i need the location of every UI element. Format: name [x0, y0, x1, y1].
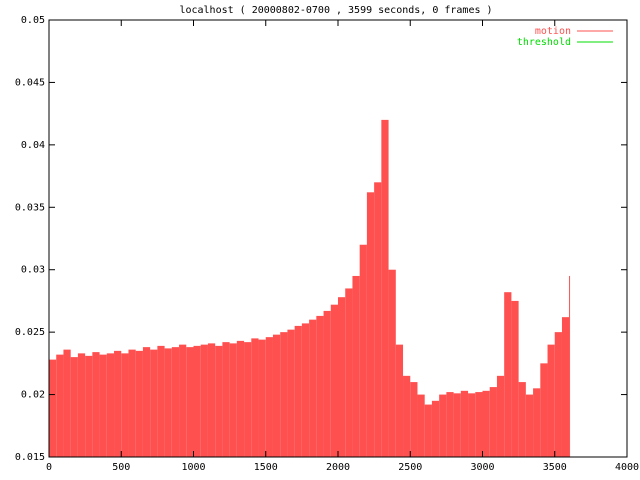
- motion-bar: [56, 354, 64, 457]
- motion-bar: [171, 347, 180, 457]
- motion-bar: [561, 317, 570, 457]
- motion-bar: [374, 182, 382, 458]
- motion-bar: [417, 394, 425, 457]
- y-tick-label: 0.025: [15, 327, 45, 338]
- motion-bar: [215, 345, 223, 457]
- x-tick-label: 4000: [615, 462, 639, 473]
- motion-bar: [547, 344, 555, 457]
- motion-bar: [186, 347, 194, 457]
- motion-bar: [482, 390, 490, 457]
- y-tick-label: 0.02: [21, 390, 45, 401]
- chart-title: localhost ( 20000802-0700 , 3599 seconds…: [179, 5, 492, 16]
- motion-bar: [229, 343, 237, 457]
- motion-bar: [258, 339, 266, 457]
- motion-bar: [142, 347, 151, 457]
- motion-bar: [403, 375, 411, 457]
- motion-bar: [294, 325, 302, 457]
- motion-bar: [330, 304, 338, 457]
- motion-bar: [446, 392, 454, 457]
- motion-bar: [533, 388, 541, 457]
- motion-bar: [135, 350, 143, 457]
- motion-bar: [128, 349, 136, 457]
- y-tick-label: 0.045: [15, 77, 45, 88]
- motion-bar: [106, 353, 115, 457]
- motion-bar: [352, 275, 360, 457]
- motion-bar: [63, 349, 71, 457]
- motion-bar: [525, 394, 534, 457]
- motion-bar: [475, 392, 483, 457]
- x-tick-label: 2000: [326, 462, 350, 473]
- y-tick-label: 0.03: [21, 265, 45, 276]
- motion-bar: [366, 192, 375, 457]
- motion-bar: [381, 119, 389, 457]
- motion-bar: [511, 300, 519, 457]
- motion-bar: [236, 340, 245, 457]
- y-tick-label: 0.05: [21, 15, 45, 26]
- motion-bar: [460, 390, 469, 457]
- motion-bar: [309, 319, 317, 457]
- motion-bar: [439, 394, 447, 457]
- motion-bar: [265, 337, 273, 457]
- x-tick-label: 3000: [470, 462, 494, 473]
- y-tick-label: 0.035: [15, 202, 45, 213]
- motion-bar: [496, 375, 505, 457]
- motion-bar: [179, 344, 187, 457]
- x-tick-label: 1000: [181, 462, 205, 473]
- motion-bar: [114, 350, 122, 457]
- motion-bar: [518, 382, 526, 457]
- motion-bar: [244, 342, 252, 457]
- motion-bar: [504, 292, 512, 457]
- y-tick-label: 0.04: [21, 140, 45, 151]
- motion-bar: [200, 344, 208, 457]
- motion-bar: [85, 355, 93, 457]
- motion-bar: [272, 334, 281, 457]
- x-tick-label: 0: [46, 462, 52, 473]
- motion-bar: [569, 275, 571, 457]
- motion-bar: [395, 344, 404, 457]
- motion-bar: [251, 338, 259, 457]
- motion-bar: [424, 404, 432, 457]
- motion-bar: [280, 332, 288, 457]
- motion-bar: [92, 352, 100, 457]
- motion-bar: [410, 382, 418, 457]
- motion-bar: [207, 343, 216, 457]
- motion-bar: [164, 348, 172, 457]
- legend-label: threshold: [517, 37, 571, 48]
- x-tick-label: 1500: [254, 462, 278, 473]
- motion-bar: [359, 244, 367, 457]
- motion-bar: [489, 387, 497, 457]
- motion-bar: [121, 353, 129, 457]
- motion-bar: [301, 323, 310, 457]
- motion-bar: [453, 393, 461, 457]
- motion-bar: [222, 342, 230, 457]
- motion-bar: [323, 310, 331, 457]
- motion-bar: [287, 329, 295, 457]
- motion-bar: [157, 345, 165, 457]
- motion-bar: [345, 288, 353, 457]
- y-tick-label: 0.015: [15, 452, 45, 463]
- motion-bar: [388, 269, 396, 457]
- x-tick-label: 500: [112, 462, 130, 473]
- motion-bar: [431, 400, 440, 457]
- motion-bar: [49, 359, 57, 457]
- x-tick-label: 3500: [543, 462, 567, 473]
- motion-bar: [554, 332, 562, 457]
- legend-label: motion: [535, 26, 571, 37]
- motion-bar: [70, 357, 78, 457]
- motion-bar: [468, 393, 476, 457]
- motion-bar: [99, 354, 107, 457]
- motion-bar: [338, 297, 346, 457]
- motion-bar: [540, 363, 548, 457]
- x-tick-label: 2500: [398, 462, 422, 473]
- motion-bar: [77, 353, 86, 457]
- motion-bar: [193, 345, 201, 457]
- motion-bar: [150, 349, 158, 457]
- motion-bar: [316, 315, 324, 457]
